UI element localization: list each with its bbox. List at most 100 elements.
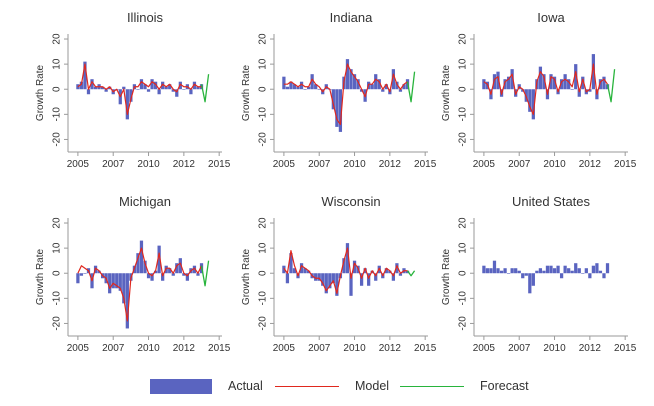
bar-actual-united-states — [567, 268, 571, 274]
x-tick-label-wisconsin: 2005 — [273, 343, 296, 354]
model-line-iowa — [483, 63, 609, 115]
x-tick-label-iowa: 2010 — [543, 159, 566, 170]
bar-actual-michigan — [108, 273, 112, 294]
bar-actual-michigan — [136, 253, 140, 274]
bar-actual-united-states — [588, 273, 592, 279]
y-axis-label-wisconsin: Growth Rate — [241, 248, 252, 305]
y-tick-label-illinois: 20 — [52, 33, 63, 45]
bar-actual-michigan — [139, 240, 144, 274]
bar-actual-illinois — [175, 89, 179, 97]
x-tick-label-united-states: 2010 — [543, 343, 566, 354]
bar-actual-indiana — [377, 79, 381, 90]
bar-actual-illinois — [189, 89, 193, 95]
bar-actual-wisconsin — [289, 253, 293, 274]
bar-actual-united-states — [602, 273, 606, 279]
bar-actual-indiana — [292, 84, 297, 90]
x-tick-label-michigan: 2010 — [137, 343, 160, 354]
y-axis-label-michigan: Growth Rate — [35, 248, 46, 305]
panel-title-michigan: Michigan — [119, 194, 171, 209]
forecast-line-illinois — [200, 74, 210, 103]
bar-actual-michigan — [143, 260, 147, 274]
bar-actual-wisconsin — [317, 273, 321, 281]
bar-actual-iowa — [602, 76, 606, 90]
x-tick-label-indiana: 2012 — [379, 159, 402, 170]
y-tick-label-indiana: 10 — [258, 58, 269, 70]
bar-actual-united-states — [492, 260, 497, 274]
bar-actual-iowa — [581, 76, 585, 90]
x-tick-label-united-states: 2012 — [579, 343, 602, 354]
bar-actual-iowa — [506, 76, 511, 90]
bar-actual-wisconsin — [398, 273, 403, 276]
x-tick-label-michigan: 2005 — [67, 343, 90, 354]
bar-actual-illinois — [150, 79, 154, 90]
bar-actual-illinois — [171, 89, 175, 92]
bar-actual-iowa — [567, 79, 571, 90]
bar-actual-illinois — [168, 84, 172, 90]
y-tick-label-united-states: 20 — [458, 217, 469, 229]
y-axis-label-iowa: Growth Rate — [441, 64, 452, 121]
bar-actual-wisconsin — [335, 273, 339, 296]
bar-actual-indiana — [314, 84, 318, 90]
legend-label-actual: Actual — [228, 379, 263, 393]
x-tick-label-united-states: 2015 — [614, 343, 637, 354]
bar-actual-united-states — [514, 268, 518, 274]
x-tick-label-wisconsin: 2010 — [343, 343, 366, 354]
forecast-line-indiana — [406, 71, 416, 103]
bar-actual-united-states — [485, 268, 490, 274]
bar-actual-united-states — [538, 268, 543, 274]
bar-actual-illinois — [86, 89, 91, 95]
y-axis-label-indiana: Growth Rate — [241, 64, 252, 121]
bar-actual-michigan — [178, 258, 182, 274]
y-tick-label-united-states: 0 — [458, 270, 469, 276]
y-tick-label-iowa: 10 — [458, 58, 469, 70]
y-tick-label-michigan: 0 — [52, 270, 63, 276]
panel-iowa: Iowa -20 -10 0 10 20 Growth Rate 2005 2007 2010 20… — [441, 10, 637, 170]
panel-illinois: Illinois -20 -10 0 10 20 Growth Rate 2005 2007 20… — [35, 10, 231, 170]
bar-actual-united-states — [556, 265, 560, 274]
bar-actual-indiana — [374, 74, 378, 90]
bar-actual-united-states — [577, 268, 581, 274]
bar-actual-indiana — [349, 69, 353, 90]
bar-actual-indiana — [338, 89, 343, 132]
bar-actual-wisconsin — [303, 268, 307, 274]
bar-actual-united-states — [528, 273, 532, 294]
bar-actual-wisconsin — [299, 263, 304, 274]
bar-actual-wisconsin — [292, 268, 297, 274]
bar-actual-indiana — [352, 74, 357, 90]
bar-actual-iowa — [549, 74, 553, 90]
bar-actual-michigan — [122, 273, 126, 304]
x-tick-label-indiana: 2015 — [414, 159, 437, 170]
bar-actual-indiana — [296, 86, 300, 90]
panel-title-indiana: Indiana — [330, 10, 373, 25]
bar-actual-michigan — [175, 263, 179, 274]
y-axis-label-united-states: Growth Rate — [441, 248, 452, 305]
bar-actual-wisconsin — [285, 273, 290, 284]
y-tick-label-indiana: 0 — [258, 86, 269, 92]
bar-actual-united-states — [584, 268, 588, 274]
y-tick-label-united-states: 10 — [458, 242, 469, 254]
y-tick-label-iowa: 0 — [458, 86, 469, 92]
bar-actual-indiana — [356, 79, 360, 90]
bar-actual-illinois — [108, 86, 112, 90]
bar-actual-wisconsin — [352, 260, 357, 274]
bar-actual-michigan — [192, 265, 197, 274]
panel-title-wisconsin: Wisconsin — [321, 194, 380, 209]
bar-actual-united-states — [595, 263, 599, 274]
bar-actual-illinois — [125, 89, 129, 120]
bar-actual-wisconsin — [374, 273, 378, 281]
bar-actual-indiana — [381, 89, 385, 92]
bar-actual-indiana — [384, 84, 388, 90]
y-tick-label-illinois: 10 — [52, 58, 63, 70]
bar-actual-indiana — [306, 86, 311, 90]
bar-actual-illinois — [79, 81, 84, 90]
bar-actual-united-states — [574, 263, 578, 274]
x-tick-label-iowa: 2015 — [614, 159, 637, 170]
bar-actual-united-states — [598, 270, 603, 274]
x-tick-label-wisconsin: 2012 — [379, 343, 402, 354]
bar-actual-wisconsin — [391, 273, 396, 281]
bar-actual-indiana — [285, 86, 290, 90]
bar-actual-michigan — [153, 270, 158, 274]
bar-actual-illinois — [192, 81, 197, 90]
y-tick-label-illinois: -10 — [52, 107, 63, 122]
